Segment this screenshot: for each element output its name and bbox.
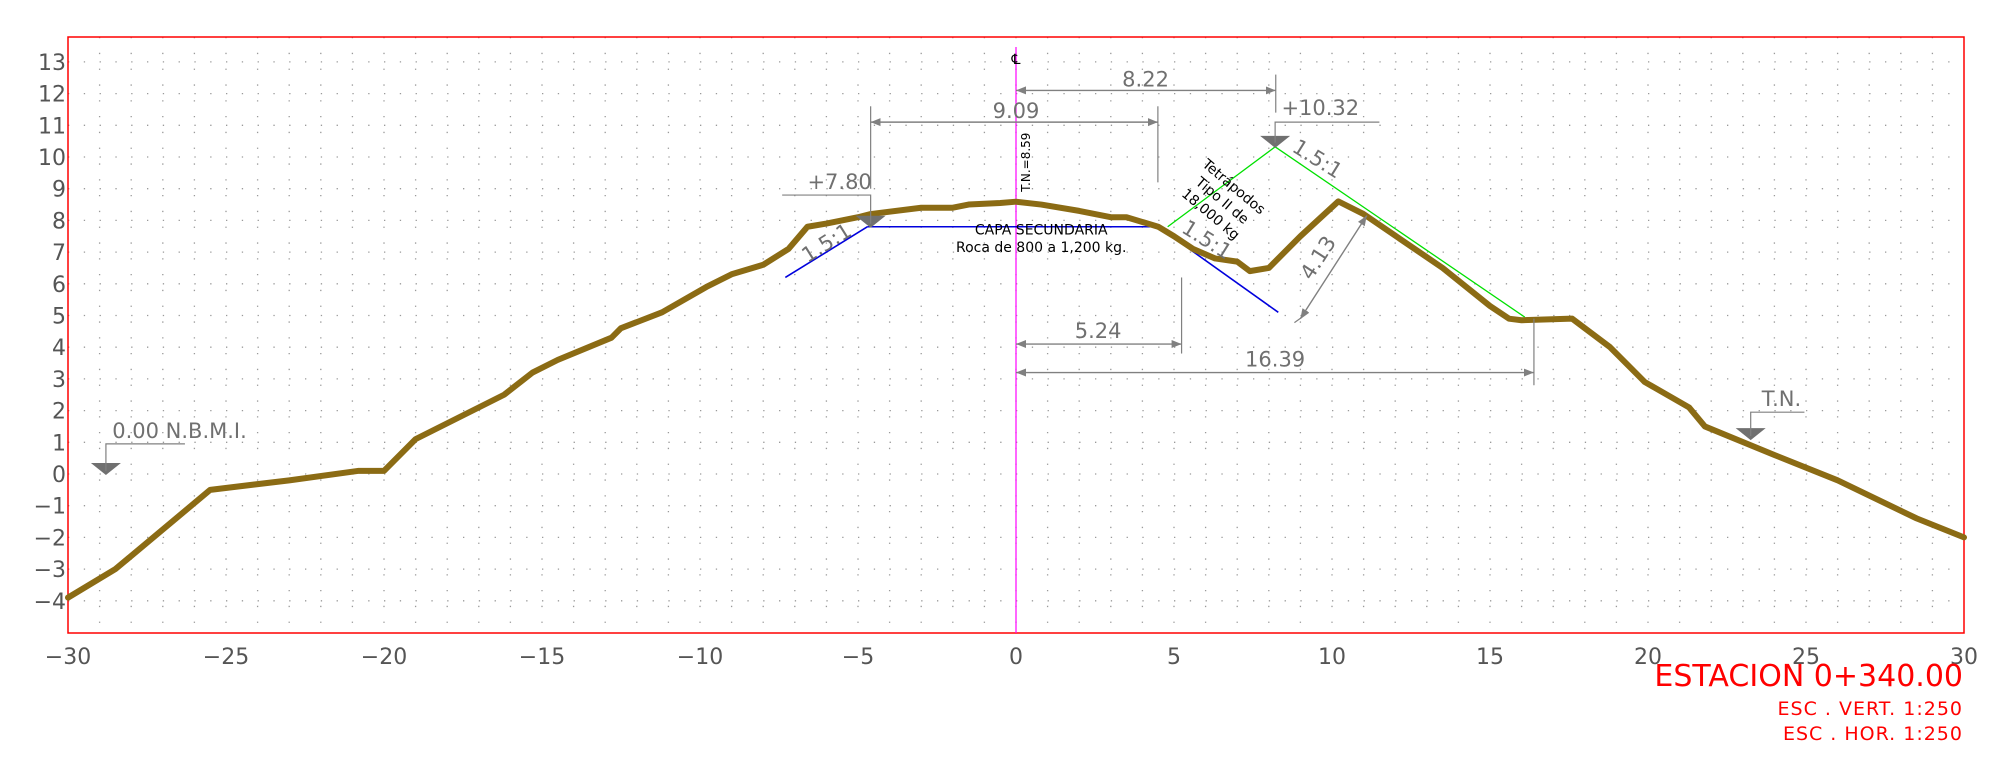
elevation-left-label: +7.80 [807, 170, 871, 194]
marker-leader [1274, 121, 1380, 143]
elevation-right-label: +10.32 [1281, 96, 1359, 120]
y-tick-label: 0 [52, 463, 66, 488]
x-tick-label: 30 [1950, 645, 1978, 670]
x-tick-label: −25 [203, 645, 249, 670]
y-tick-label: 8 [52, 209, 66, 234]
y-tick-label: −3 [34, 558, 66, 583]
x-tick-label: −20 [361, 645, 407, 670]
dimension-label-8-22: 8.22 [1122, 67, 1169, 91]
y-tick-label: 5 [52, 305, 66, 330]
scale-horizontal: ESC . HOR. 1:250 [1783, 723, 1963, 745]
y-tick-label: 12 [38, 83, 66, 108]
dimension-label-5-24: 5.24 [1075, 319, 1122, 343]
y-tick-label: 2 [52, 400, 66, 425]
x-tick-label: −15 [519, 645, 565, 670]
capa-left-slope [784, 226, 868, 279]
tn-label: T.N. [1761, 387, 1801, 411]
x-tick-label: 20 [1634, 645, 1662, 670]
x-tick-label: 5 [1167, 645, 1181, 670]
y-tick-label: 13 [38, 51, 66, 76]
marker-leader [105, 443, 185, 471]
y-tick-label: 1 [52, 431, 66, 456]
marker-leader [782, 194, 872, 224]
scale-vertical: ESC . VERT. 1:250 [1778, 698, 1963, 720]
dimension-label-9-09: 9.09 [993, 99, 1040, 123]
y-tick-label: 3 [52, 368, 66, 393]
extension-line [1294, 312, 1309, 324]
dimension-label-4-13: 4.13 [1295, 232, 1341, 284]
x-tick-label: 15 [1476, 645, 1504, 670]
capa-title: CAPA SECUNDARIA [975, 223, 1108, 239]
station-title: ESTACION 0+340.00 [1654, 659, 1963, 694]
y-tick-label: 7 [52, 241, 66, 266]
y-tick-label: −2 [34, 526, 66, 551]
y-tick-label: −4 [34, 590, 66, 615]
y-tick-label: 4 [52, 336, 66, 361]
terrain-profile [65, 198, 1967, 601]
capa-description: Roca de 800 a 1,200 kg. [956, 240, 1127, 256]
dimension-label-16-39: 16.39 [1245, 348, 1305, 372]
dimension-4-13 [1299, 215, 1368, 320]
nbmi-label: 0.00 N.B.M.I. [112, 419, 247, 443]
y-tick-label: 11 [38, 114, 66, 139]
x-tick-label: −5 [842, 645, 874, 670]
tn-centerline-label: T.N.=8.59 [1019, 133, 1033, 193]
y-tick-label: 10 [38, 146, 66, 171]
y-tick-label: 6 [52, 273, 66, 298]
level-markers [90, 121, 1805, 475]
x-axis-ticks: −30 −25 −20 −15 −10 −5 0 5 10 15 20 25 30 [45, 645, 1978, 670]
y-tick-label: −1 [34, 495, 66, 520]
tetrapodos-label: Tetrápodos Tipo II de 18,000 kg [1178, 156, 1268, 244]
x-tick-label: 10 [1318, 645, 1346, 670]
x-tick-label: 0 [1009, 645, 1023, 670]
centerline-symbol: ℄ [1011, 52, 1021, 68]
x-tick-label: 25 [1792, 645, 1820, 670]
y-tick-label: 9 [52, 178, 66, 203]
x-tick-label: −30 [45, 645, 91, 670]
x-tick-label: −10 [677, 645, 723, 670]
marker-leader [1750, 411, 1805, 436]
